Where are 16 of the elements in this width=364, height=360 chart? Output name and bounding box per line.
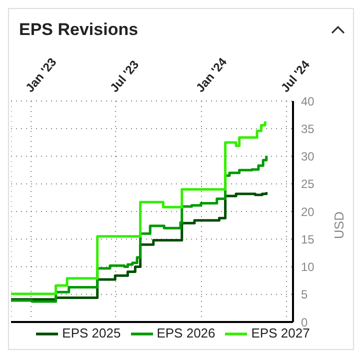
x-tick-label: Jan '24 [193, 54, 230, 95]
x-tick-label: Jul '23 [107, 57, 142, 95]
legend-label: EPS 2025 [62, 325, 121, 340]
x-tick-label: Jul '24 [278, 57, 313, 95]
y-axis-title: USD [332, 212, 347, 239]
chart-title: EPS Revisions [19, 20, 138, 40]
y-tick-label: 40 [301, 94, 315, 108]
y-tick-label: 20 [301, 204, 315, 219]
y-tick-label: 25 [301, 177, 315, 192]
y-tick-label: 5 [301, 288, 308, 302]
legend-label: EPS 2026 [156, 325, 216, 340]
x-tick-label: Jan '23 [22, 54, 60, 95]
y-tick-label: 10 [301, 260, 315, 274]
y-tick-label: 30 [301, 150, 315, 164]
y-tick-label: 15 [301, 232, 315, 246]
y-tick-label: 35 [301, 122, 315, 136]
